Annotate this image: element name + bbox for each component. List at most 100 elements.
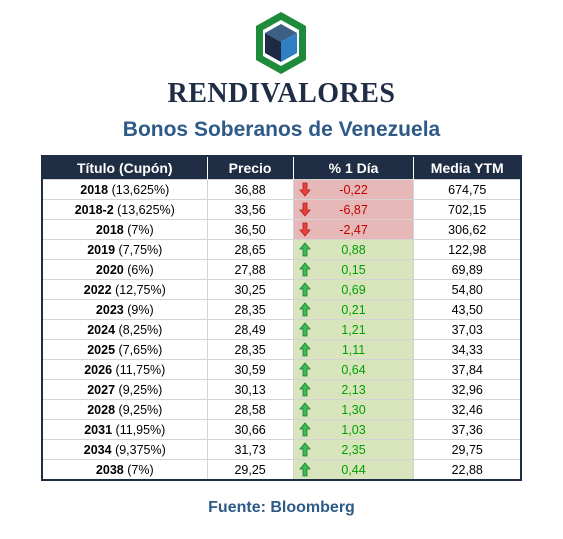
- table-row: 2034 (9,375%) 31,73 2,35 29,75: [41, 439, 522, 460]
- price-cell: 30,13: [206, 379, 294, 400]
- up-arrow-icon: [298, 302, 311, 317]
- bond-title-cell: 2024 (8,25%): [41, 319, 208, 340]
- change-cell: 2,13: [292, 379, 415, 400]
- price-cell: 30,25: [206, 279, 294, 300]
- price-cell: 27,88: [206, 259, 294, 280]
- source-note: Fuente: Bloomberg: [208, 499, 355, 516]
- price-cell: 28,65: [206, 239, 294, 260]
- change-cell: 2,35: [292, 439, 415, 460]
- bond-coupon: (13,625%): [111, 182, 170, 197]
- bond-name: 2025: [87, 342, 116, 357]
- ytm-cell: 702,15: [413, 199, 522, 220]
- bond-coupon: (7%): [127, 222, 154, 237]
- ytm-cell: 69,89: [413, 259, 522, 280]
- price-cell: 28,58: [206, 399, 294, 420]
- change-cell: 1,21: [292, 319, 415, 340]
- bond-name: 2018: [95, 222, 124, 237]
- ytm-cell: 32,96: [413, 379, 522, 400]
- bond-coupon: (9,375%): [115, 442, 166, 457]
- change-value: 0,15: [341, 262, 366, 277]
- bond-coupon: (7%): [127, 462, 154, 477]
- change-cell: -2,47: [292, 219, 415, 240]
- up-arrow-icon: [298, 262, 311, 277]
- change-value: -6,87: [339, 202, 368, 217]
- table-row: 2019 (7,75%) 28,65 0,88 122,98: [41, 239, 522, 260]
- down-arrow-icon: [298, 202, 311, 217]
- rendivalores-logo: [256, 12, 306, 74]
- bonds-table: Título (Cupón) Precio % 1 Día Media YTM …: [41, 155, 522, 481]
- up-arrow-icon: [298, 282, 311, 297]
- change-cell: 0,44: [292, 459, 415, 481]
- header-title: Título (Cupón): [42, 156, 208, 180]
- bond-title-cell: 2018 (7%): [41, 219, 208, 240]
- change-value: 0,88: [341, 242, 366, 257]
- change-value: 1,30: [341, 402, 366, 417]
- bond-name: 2024: [87, 322, 116, 337]
- up-arrow-icon: [298, 322, 311, 337]
- table-row: 2018-2 (13,625%) 33,56 -6,87 702,15: [41, 199, 522, 220]
- change-cell: 1,03: [292, 419, 415, 440]
- header-ytm: Media YTM: [413, 156, 521, 180]
- table-row: 2024 (8,25%) 28,49 1,21 37,03: [41, 319, 522, 340]
- bond-name: 2022: [83, 282, 112, 297]
- ytm-cell: 54,80: [413, 279, 522, 300]
- bond-name: 2023: [95, 302, 124, 317]
- change-value: 2,13: [341, 382, 366, 397]
- price-cell: 28,35: [206, 339, 294, 360]
- bond-coupon: (11,75%): [115, 362, 166, 377]
- down-arrow-icon: [298, 222, 311, 237]
- bond-name: 2031: [84, 422, 113, 437]
- bond-coupon: (7,75%): [118, 242, 163, 257]
- change-value: -0,22: [339, 182, 368, 197]
- up-arrow-icon: [298, 362, 311, 377]
- table-row: 2026 (11,75%) 30,59 0,64 37,84: [41, 359, 522, 380]
- up-arrow-icon: [298, 442, 311, 457]
- change-value: 0,69: [341, 282, 366, 297]
- change-cell: 0,88: [292, 239, 415, 260]
- table-row: 2020 (6%) 27,88 0,15 69,89: [41, 259, 522, 280]
- header-change: % 1 Día: [292, 156, 414, 180]
- ytm-cell: 674,75: [413, 179, 522, 200]
- table-header-row: Título (Cupón) Precio % 1 Día Media YTM: [42, 156, 521, 180]
- up-arrow-icon: [298, 382, 311, 397]
- bond-title-cell: 2019 (7,75%): [41, 239, 208, 260]
- brand-name: RENDIVALORES: [167, 78, 396, 109]
- price-cell: 30,59: [206, 359, 294, 380]
- bond-name: 2018: [80, 182, 109, 197]
- ytm-cell: 43,50: [413, 299, 522, 320]
- bond-title-cell: 2023 (9%): [41, 299, 208, 320]
- ytm-cell: 34,33: [413, 339, 522, 360]
- change-cell: 0,15: [292, 259, 415, 280]
- ytm-cell: 29,75: [413, 439, 522, 460]
- bond-title-cell: 2038 (7%): [41, 459, 208, 481]
- up-arrow-icon: [298, 422, 311, 437]
- change-value: 0,64: [341, 362, 366, 377]
- bond-name: 2019: [87, 242, 116, 257]
- ytm-cell: 37,03: [413, 319, 522, 340]
- change-value: 1,11: [341, 342, 366, 357]
- bond-name: 2020: [95, 262, 124, 277]
- bond-name: 2028: [87, 402, 116, 417]
- price-cell: 33,56: [206, 199, 294, 220]
- change-value: -2,47: [339, 222, 368, 237]
- change-value: 1,03: [341, 422, 366, 437]
- ytm-cell: 306,62: [413, 219, 522, 240]
- header-price: Precio: [206, 156, 294, 180]
- price-cell: 30,66: [206, 419, 294, 440]
- bond-name: 2026: [84, 362, 113, 377]
- bond-title-cell: 2025 (7,65%): [41, 339, 208, 360]
- table-row: 2027 (9,25%) 30,13 2,13 32,96: [41, 379, 522, 400]
- ytm-cell: 37,84: [413, 359, 522, 380]
- bond-name: 2034: [83, 442, 112, 457]
- bond-title-cell: 2028 (9,25%): [41, 399, 208, 420]
- bond-title-cell: 2018 (13,625%): [41, 179, 208, 200]
- page-title: Bonos Soberanos de Venezuela: [122, 118, 441, 141]
- ytm-cell: 22,88: [413, 459, 522, 481]
- table-row: 2028 (9,25%) 28,58 1,30 32,46: [41, 399, 522, 420]
- bond-title-cell: 2034 (9,375%): [41, 439, 208, 460]
- ytm-cell: 122,98: [413, 239, 522, 260]
- bond-name: 2027: [87, 382, 116, 397]
- bond-name: 2018-2: [74, 202, 114, 217]
- table-row: 2025 (7,65%) 28,35 1,11 34,33: [41, 339, 522, 360]
- table-row: 2018 (7%) 36,50 -2,47 306,62: [41, 219, 522, 240]
